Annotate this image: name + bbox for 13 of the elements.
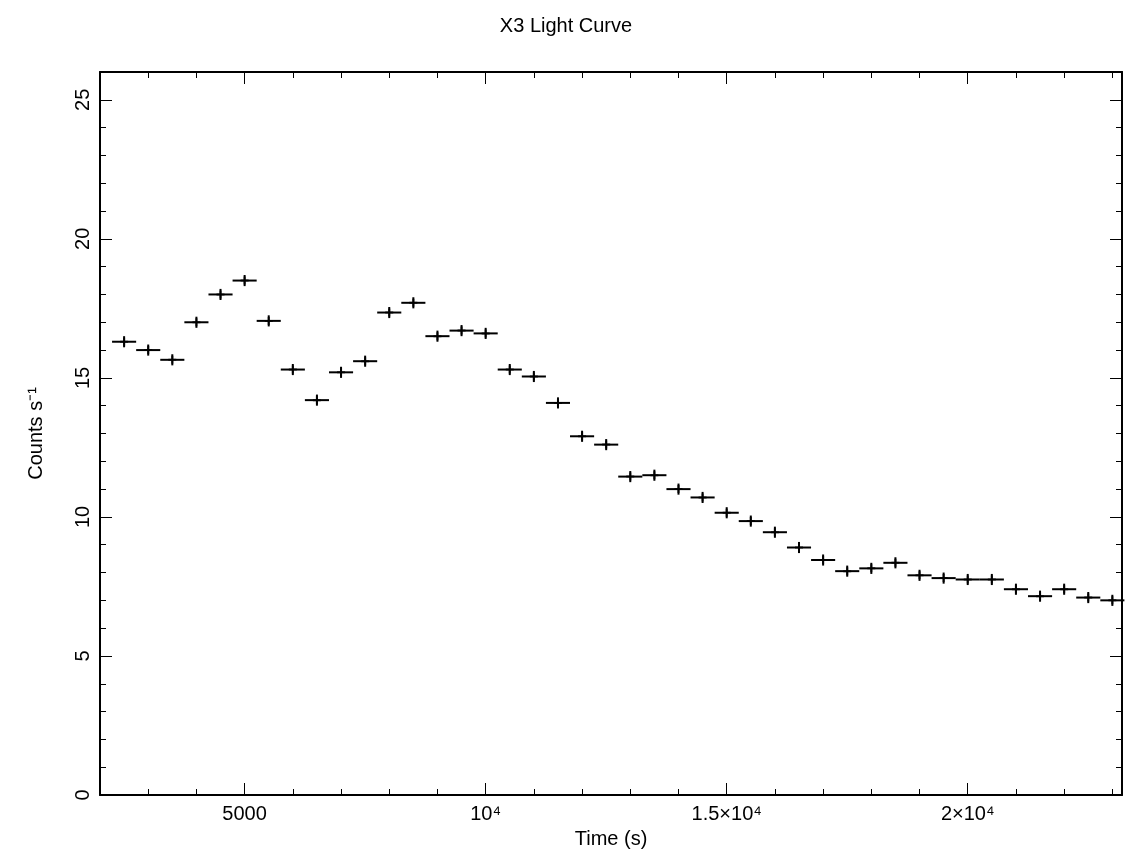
y-tick-label: 25 <box>71 88 93 111</box>
x-tick-label: 5000 <box>222 802 267 824</box>
y-tick-label: 20 <box>71 227 93 250</box>
y-tick-label: 0 <box>71 789 93 801</box>
y-tick-label: 5 <box>71 650 93 662</box>
y-axis-title: Counts s⁻¹ <box>24 386 46 480</box>
x-tick-label: 1.5×10⁴ <box>691 802 762 824</box>
chart-title: X3 Light Curve <box>499 14 633 36</box>
x-tick-label: 10⁴ <box>470 802 502 824</box>
x-axis-title: Time (s) <box>574 826 648 849</box>
y-tick-label: 15 <box>71 366 93 390</box>
y-tick-label: 10 <box>71 505 93 529</box>
x-tick-label: 2×10⁴ <box>940 802 995 824</box>
